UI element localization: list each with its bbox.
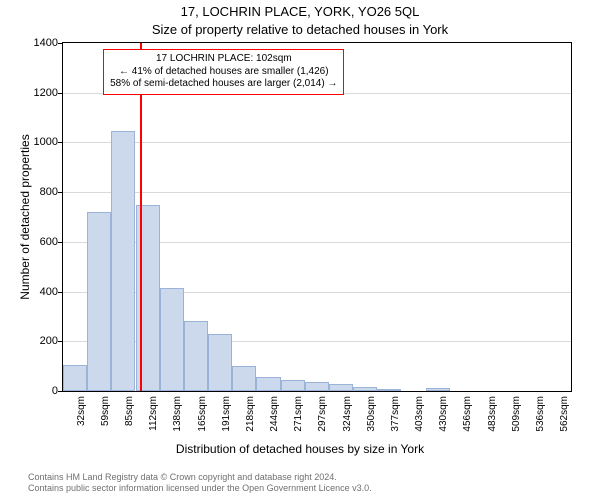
y-tick-mark xyxy=(58,192,63,193)
histogram-bar xyxy=(160,288,184,391)
x-tick-label: 456sqm xyxy=(462,396,473,446)
y-tick-mark xyxy=(58,242,63,243)
x-tick-label: 165sqm xyxy=(197,396,208,446)
x-tick-label: 536sqm xyxy=(535,396,546,446)
histogram-bar xyxy=(305,382,329,391)
x-tick-label: 85sqm xyxy=(124,396,135,446)
x-tick-label: 271sqm xyxy=(293,396,304,446)
x-tick-label: 403sqm xyxy=(414,396,425,446)
x-tick-label: 509sqm xyxy=(511,396,522,446)
y-tick-mark xyxy=(58,43,63,44)
y-tick-label: 1200 xyxy=(8,87,58,99)
x-tick-label: 562sqm xyxy=(559,396,570,446)
histogram-bar xyxy=(329,384,353,391)
y-tick-mark xyxy=(58,341,63,342)
y-tick-mark xyxy=(58,142,63,143)
y-tick-label: 400 xyxy=(8,286,58,298)
page-title-sub: Size of property relative to detached ho… xyxy=(0,22,600,37)
histogram-bar xyxy=(232,366,256,391)
x-tick-label: 324sqm xyxy=(342,396,353,446)
y-axis-label: Number of detached properties xyxy=(18,134,32,299)
histogram-bar xyxy=(377,389,401,391)
histogram-bar xyxy=(208,334,232,391)
x-tick-label: 112sqm xyxy=(148,396,159,446)
y-tick-label: 0 xyxy=(8,385,58,397)
x-tick-label: 377sqm xyxy=(390,396,401,446)
annotation-box: 17 LOCHRIN PLACE: 102sqm← 41% of detache… xyxy=(103,49,344,95)
x-axis-label: Distribution of detached houses by size … xyxy=(0,442,600,456)
x-tick-label: 32sqm xyxy=(76,396,87,446)
annotation-line-3: 58% of semi-detached houses are larger (… xyxy=(110,78,337,91)
y-tick-label: 1400 xyxy=(8,37,58,49)
x-tick-label: 138sqm xyxy=(172,396,183,446)
x-tick-label: 430sqm xyxy=(438,396,449,446)
x-tick-label: 218sqm xyxy=(245,396,256,446)
x-tick-label: 350sqm xyxy=(366,396,377,446)
y-tick-label: 1000 xyxy=(8,136,58,148)
y-tick-label: 800 xyxy=(8,186,58,198)
annotation-line-1: 17 LOCHRIN PLACE: 102sqm xyxy=(110,53,337,66)
histogram-bar xyxy=(87,212,111,391)
x-tick-label: 297sqm xyxy=(317,396,328,446)
x-tick-label: 191sqm xyxy=(221,396,232,446)
histogram-bar xyxy=(111,131,135,391)
histogram-bar xyxy=(256,377,280,391)
histogram-bar xyxy=(63,365,87,391)
x-tick-label: 59sqm xyxy=(100,396,111,446)
y-tick-mark xyxy=(58,391,63,392)
y-tick-mark xyxy=(58,292,63,293)
histogram-bar xyxy=(426,388,450,391)
footer-line-2: Contains public sector information licen… xyxy=(28,483,372,494)
histogram-bar xyxy=(281,380,305,391)
x-tick-label: 483sqm xyxy=(487,396,498,446)
x-tick-label: 244sqm xyxy=(269,396,280,446)
y-tick-label: 200 xyxy=(8,335,58,347)
chart-plot-area: 17 LOCHRIN PLACE: 102sqm← 41% of detache… xyxy=(62,42,572,392)
annotation-line-2: ← 41% of detached houses are smaller (1,… xyxy=(110,66,337,79)
y-tick-mark xyxy=(58,93,63,94)
reference-line xyxy=(140,43,142,391)
y-tick-label: 600 xyxy=(8,236,58,248)
page-title-main: 17, LOCHRIN PLACE, YORK, YO26 5QL xyxy=(0,4,600,19)
histogram-bar xyxy=(184,321,208,391)
histogram-bar xyxy=(353,387,377,391)
footer-line-1: Contains HM Land Registry data © Crown c… xyxy=(28,472,372,483)
footer-attribution: Contains HM Land Registry data © Crown c… xyxy=(28,472,372,495)
